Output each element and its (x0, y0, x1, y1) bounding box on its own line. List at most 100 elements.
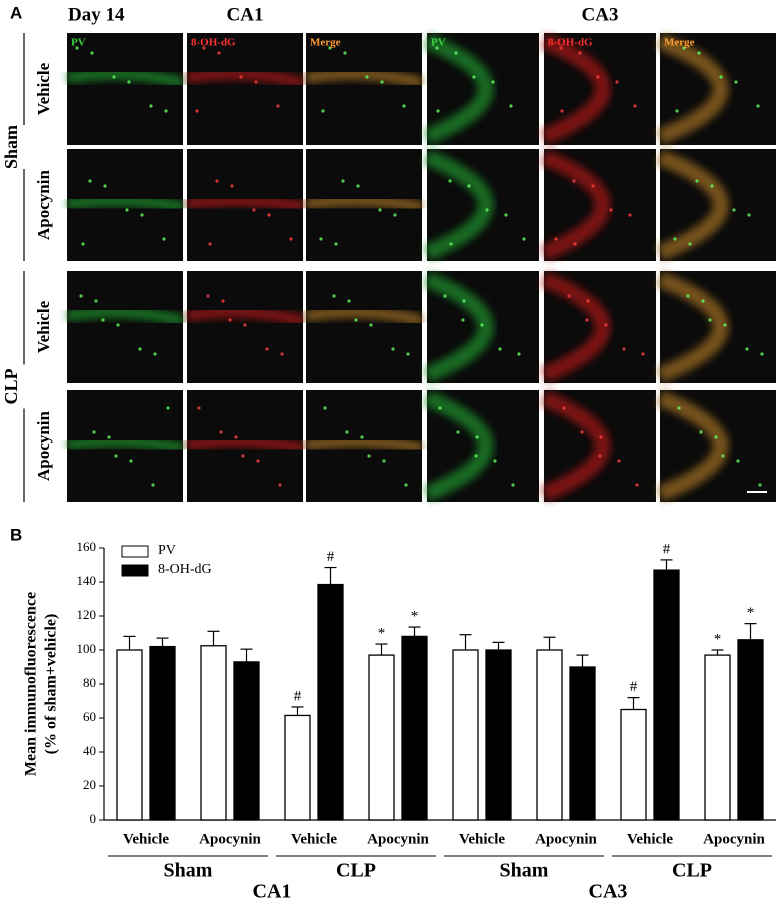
cell (485, 208, 489, 212)
micrograph-signal (65, 68, 185, 89)
legend-label: PV (158, 543, 176, 558)
micrograph-signal (657, 390, 729, 502)
cell-layer (423, 390, 494, 502)
significance-marker: * (411, 608, 419, 624)
cell (138, 347, 142, 351)
cell (276, 104, 280, 108)
bar (317, 583, 344, 821)
y-tick-label: 60 (83, 709, 96, 724)
cell-layer (540, 149, 611, 261)
cell (202, 46, 206, 50)
cell-layer (540, 33, 611, 145)
cell (239, 75, 243, 79)
cell (153, 352, 157, 356)
significance-marker: # (294, 688, 302, 704)
cell (714, 435, 718, 439)
cell (151, 483, 155, 487)
cell-layer (186, 435, 305, 454)
cell (710, 184, 714, 188)
x-tick-label: Vehicle (123, 831, 169, 847)
group-label: Sham (164, 860, 213, 882)
cell (129, 459, 133, 463)
cell (480, 323, 484, 327)
bar (620, 708, 647, 821)
cell-layer (65, 306, 185, 327)
y-tick-label: 80 (83, 675, 96, 690)
cell (578, 51, 582, 55)
y-tick-label: 160 (77, 539, 97, 554)
cell (604, 323, 608, 327)
cell (462, 299, 466, 303)
channel-label: Merge (310, 37, 341, 49)
cell (101, 318, 105, 322)
cell (197, 406, 201, 410)
cell (756, 104, 760, 108)
cell (112, 75, 116, 79)
cell (125, 208, 129, 212)
cell (559, 46, 563, 50)
cell (633, 104, 637, 108)
cell (88, 179, 92, 183)
cell (732, 208, 736, 212)
day-label: Day 14 (68, 4, 125, 25)
cell (504, 213, 508, 217)
bar (401, 635, 428, 821)
row-label: Vehicle (34, 62, 53, 115)
cell (673, 237, 677, 241)
cell-layer (657, 33, 729, 145)
cell (517, 352, 521, 356)
micrograph-signal (540, 149, 611, 261)
cell (265, 347, 269, 351)
cell (79, 294, 83, 298)
significance-marker: # (327, 549, 335, 565)
bar (452, 649, 479, 821)
legend-label: 8-OH-dG (158, 562, 212, 577)
cell (321, 109, 325, 113)
cell (382, 459, 386, 463)
group-label: Sham (500, 860, 549, 882)
y-tick-label: 20 (83, 777, 96, 792)
bar (284, 714, 311, 821)
micrograph-signal (657, 271, 729, 383)
cell (116, 323, 120, 327)
cell (241, 454, 245, 458)
cell (675, 109, 679, 113)
cell (688, 242, 692, 246)
legend-swatch (121, 545, 149, 558)
cell (554, 237, 558, 241)
cell (354, 318, 358, 322)
cell (391, 347, 395, 351)
cell (345, 430, 349, 434)
cell-layer (423, 271, 494, 383)
cell (94, 299, 98, 303)
cell (747, 213, 751, 217)
cell (164, 109, 168, 113)
cell (332, 294, 336, 298)
micrograph-signal (423, 149, 494, 261)
cell-layer (540, 271, 611, 383)
micrograph-signal (304, 68, 424, 89)
bar (737, 639, 764, 821)
region-label: CA1 (253, 881, 292, 903)
cell (721, 454, 725, 458)
cell (491, 80, 495, 84)
cell (609, 208, 613, 212)
y-tick-label: 140 (77, 573, 97, 588)
cell (81, 242, 85, 246)
cell (347, 299, 351, 303)
cell (195, 109, 199, 113)
cell (699, 430, 703, 434)
micrograph (306, 271, 422, 383)
cell (573, 242, 577, 246)
cell (341, 179, 345, 183)
channel-label: 8-OH-dG (191, 37, 236, 49)
cell (208, 242, 212, 246)
cell (234, 435, 238, 439)
cell-layer (657, 271, 729, 383)
cell (90, 51, 94, 55)
micrograph (306, 33, 422, 145)
cell (467, 184, 471, 188)
panel-label: A (10, 3, 22, 22)
micrograph-signal (305, 435, 424, 454)
